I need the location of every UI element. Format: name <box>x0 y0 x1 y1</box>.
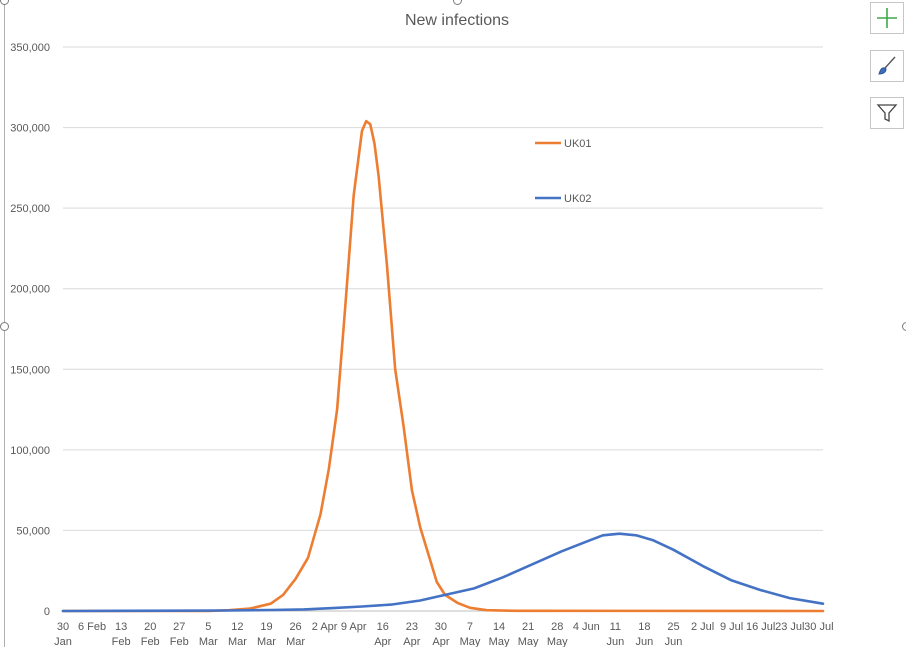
series-line-uk01[interactable] <box>61 119 825 613</box>
x-tick-label-20-month: Jun <box>636 636 654 647</box>
chart-filters-button[interactable] <box>870 97 904 129</box>
y-tick-label-1: 50,000 <box>16 525 50 537</box>
x-tick-label-6-month: Mar <box>228 636 247 647</box>
x-tick-label-14: 7 <box>467 621 473 633</box>
paintbrush-icon <box>878 56 896 75</box>
x-tick-label-23: 9 Jul <box>720 621 743 633</box>
x-tick-label-12: 23 <box>406 621 418 633</box>
x-tick-label-26: 30 Jul <box>804 621 833 633</box>
x-tick-label-3: 20 <box>144 621 156 633</box>
resize-handle-middle-left[interactable] <box>0 322 9 331</box>
x-tick-label-19-month: Jun <box>606 636 624 647</box>
y-tick-label-4: 200,000 <box>10 284 50 296</box>
x-tick-label-24: 16 Jul <box>746 621 775 633</box>
x-axis-tick-labels: 30 Jan 6 Feb 13 Feb 20 Feb 27 Feb 5 Mar 12 Mar 19 Mar 2… <box>54 621 833 648</box>
series-lines <box>61 119 825 613</box>
x-tick-label-20: 18 <box>638 621 650 633</box>
x-tick-label-0: 30 <box>57 621 69 633</box>
funnel-icon <box>876 104 898 123</box>
y-axis-tick-labels: 0 50,000 100,000 150,000 200,000 250,000 300,0… <box>10 42 50 618</box>
x-tick-label-13: 30 <box>435 621 447 633</box>
x-tick-label-12-month: Apr <box>403 636 420 647</box>
chart-styles-button[interactable] <box>870 50 904 82</box>
x-tick-label-5-month: Mar <box>199 636 218 647</box>
series-line-uk02[interactable] <box>61 532 825 613</box>
y-tick-label-0: 0 <box>44 606 50 618</box>
grid-lines <box>63 46 823 612</box>
y-tick-label-3: 150,000 <box>10 364 50 376</box>
x-tick-label-1: 6 Feb <box>78 621 106 633</box>
resize-handle-middle-right[interactable] <box>902 322 906 331</box>
y-tick-label-6: 300,000 <box>10 123 50 135</box>
x-tick-label-3-month: Feb <box>141 636 160 647</box>
x-tick-label-21: 25 <box>667 621 679 633</box>
y-tick-label-2: 100,000 <box>10 445 50 457</box>
x-tick-label-11-month: Apr <box>374 636 391 647</box>
x-tick-label-7: 19 <box>260 621 272 633</box>
x-tick-label-4-month: Feb <box>170 636 189 647</box>
chart-elements-button[interactable] <box>870 2 904 34</box>
resize-handle-top-center[interactable] <box>453 0 462 5</box>
y-tick-label-5: 250,000 <box>10 203 50 215</box>
y-tick-label-7: 350,000 <box>10 42 50 54</box>
legend[interactable]: UK01 UK02 <box>535 138 592 205</box>
x-tick-label-17-month: May <box>547 636 568 647</box>
legend-label-uk02[interactable]: UK02 <box>564 193 592 205</box>
x-tick-label-15-month: May <box>489 636 510 647</box>
x-tick-label-11: 16 <box>377 621 389 633</box>
x-tick-label-8-month: Mar <box>286 636 305 647</box>
x-tick-label-13-month: Apr <box>432 636 449 647</box>
x-tick-label-9: 2 Apr <box>312 621 338 633</box>
plus-icon <box>877 8 897 28</box>
x-tick-label-17: 28 <box>551 621 563 633</box>
x-tick-label-15: 14 <box>493 621 505 633</box>
x-tick-label-22: 2 Jul <box>691 621 714 633</box>
x-tick-label-6: 12 <box>231 621 243 633</box>
x-tick-label-19: 11 <box>610 621 621 633</box>
x-tick-label-14-month: May <box>460 636 481 647</box>
x-tick-label-18: 4 Jun <box>573 621 600 633</box>
x-tick-label-0-month: Jan <box>54 636 72 647</box>
x-tick-label-25: 23 Jul <box>775 621 804 633</box>
x-tick-label-7-month: Mar <box>257 636 276 647</box>
x-tick-label-16-month: May <box>518 636 539 647</box>
x-tick-label-10: 9 Apr <box>341 621 367 633</box>
chart-title: New infections <box>405 12 509 29</box>
x-tick-label-2: 13 <box>115 621 127 633</box>
x-tick-label-2-month: Feb <box>112 636 131 647</box>
x-tick-label-21-month: Jun <box>665 636 683 647</box>
x-tick-label-16: 21 <box>522 621 534 633</box>
resize-handle-top-left[interactable] <box>0 0 9 5</box>
x-tick-label-4: 27 <box>173 621 185 633</box>
x-tick-label-5: 5 <box>205 621 211 633</box>
legend-label-uk01[interactable]: UK01 <box>564 138 592 150</box>
x-tick-label-8: 26 <box>289 621 301 633</box>
